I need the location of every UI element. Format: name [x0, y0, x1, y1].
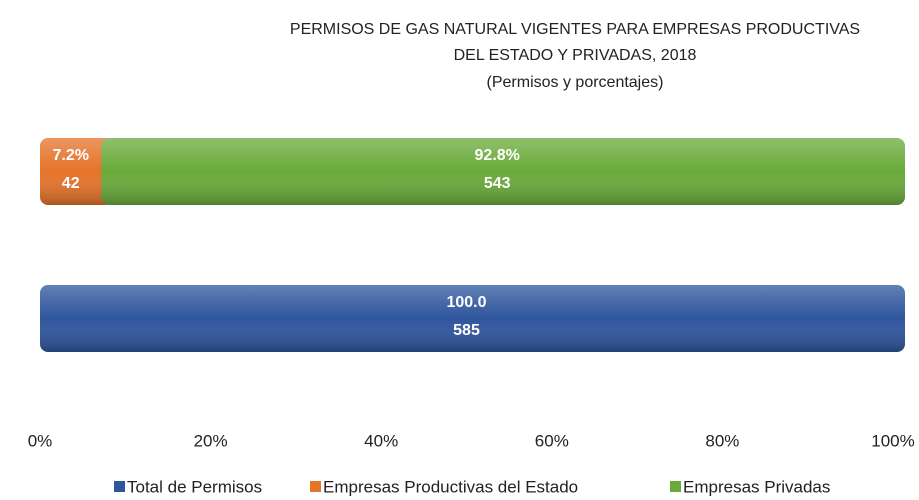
- bar-shade: [40, 138, 114, 205]
- data-label: 7.2%: [52, 147, 88, 164]
- data-label: 585: [453, 322, 480, 339]
- legend-marker: [114, 481, 125, 492]
- data-label: 42: [62, 175, 80, 192]
- chart-title: PERMISOS DE GAS NATURAL VIGENTES PARA EM…: [290, 21, 860, 38]
- x-tick-label: 60%: [535, 431, 569, 450]
- x-tick-label: 0%: [28, 431, 53, 450]
- bar-shade: [40, 285, 905, 352]
- data-label: 543: [484, 175, 511, 192]
- x-tick-label: 20%: [194, 431, 228, 450]
- legend-marker: [310, 481, 321, 492]
- legend-marker: [670, 481, 681, 492]
- x-tick-label: 40%: [364, 431, 398, 450]
- legend-label: Empresas Productivas del Estado: [323, 477, 578, 496]
- data-label: 92.8%: [475, 147, 520, 164]
- bar-shade: [101, 138, 905, 205]
- x-tick-label: 80%: [705, 431, 739, 450]
- legend-label: Total de Permisos: [127, 477, 262, 496]
- chart-title: DEL ESTADO Y PRIVADAS, 2018: [454, 47, 697, 64]
- x-tick-label: 100%: [871, 431, 914, 450]
- legend-label: Empresas Privadas: [683, 477, 830, 496]
- chart-subtitle: (Permisos y porcentajes): [487, 74, 664, 91]
- data-label: 100.0: [446, 294, 486, 311]
